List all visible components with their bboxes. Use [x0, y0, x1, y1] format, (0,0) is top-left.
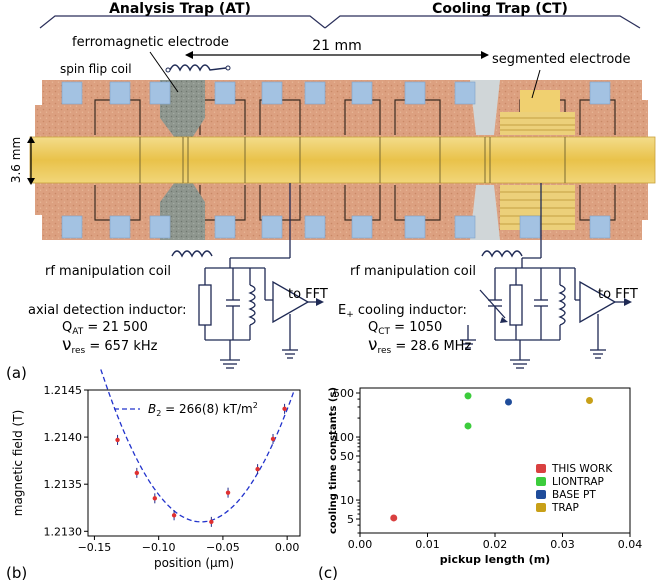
analysis-trap-title: Analysis Trap (AT): [109, 1, 251, 17]
data-point: [171, 513, 177, 518]
legend-swatch: [536, 490, 546, 499]
analysis-trap-bracket: [39, 15, 326, 29]
to-fft-left: to FFT: [288, 287, 328, 302]
legend-label: BASE PT: [552, 489, 596, 501]
y-tick-label: 5: [347, 513, 354, 526]
ferromagnetic-electrode-top: [160, 80, 205, 138]
data-point: [152, 496, 158, 501]
data-point: [464, 422, 472, 430]
y-tick-label: 10: [340, 494, 354, 507]
data-point: [255, 466, 260, 472]
legend-swatch: [536, 464, 546, 473]
electrode-gaps: [139, 137, 566, 183]
spin-flip-coil-icon: [169, 64, 227, 72]
q-ct-line: QCT = 1050: [368, 320, 442, 337]
trap-bore: [29, 136, 656, 184]
rf-coil-left-icon: [171, 250, 213, 258]
left-detection-circuit: [198, 183, 322, 369]
electrode-blocks: [61, 81, 611, 239]
spin-flip-terminal-left: [165, 67, 171, 73]
right-cooling-circuit: [460, 183, 630, 369]
segmented-label: segmented electrode: [492, 52, 631, 67]
spin-flip-label: spin flip coil: [60, 62, 132, 76]
x-tick-label: −0.15: [78, 541, 112, 554]
x-tick-label: −0.05: [206, 541, 240, 554]
y-tick-label: 100: [333, 431, 354, 444]
y-axis-label: magnetic field (T): [11, 410, 25, 517]
legend-label: TRAP: [551, 502, 579, 514]
y-tick-label: 1.2130: [44, 525, 83, 538]
x-tick-label: 0.00: [275, 541, 300, 554]
ferromagnetic-pointer: [149, 51, 179, 93]
y-tick-label: 1.2145: [44, 384, 83, 397]
panel-c: 0.00 0.01 0.02 0.03 0.04 5 10 50 100 500 pickup le…: [318, 387, 642, 582]
panel-a-label: (a): [6, 364, 27, 382]
diameter-label: 3.6 mm: [9, 137, 23, 183]
left-output-arrow: [316, 298, 324, 306]
segmented-pointer: [531, 69, 541, 99]
fit-curve: [100, 369, 295, 523]
x-tick-label: 0.00: [348, 538, 373, 551]
x-tick-label: 0.03: [550, 538, 575, 551]
x-axis-label: pickup length (m): [440, 553, 550, 566]
data-point: [134, 470, 140, 476]
plot-frame: [87, 389, 301, 537]
ct-ring-electrode-top: [470, 80, 500, 135]
data-point: [505, 398, 512, 406]
rf-coil-right-icon: [481, 250, 523, 258]
data-point: [270, 436, 276, 442]
panel-b-label: (b): [6, 564, 27, 582]
plot-frame: [359, 387, 631, 534]
data-point: [115, 437, 120, 443]
data-point: [225, 490, 231, 495]
legend-swatch: [536, 477, 546, 486]
x-axis-label: position (μm): [154, 556, 234, 570]
y-tick-label: 1.2140: [44, 431, 83, 444]
nu-at-line: νres = 657 kHz: [62, 335, 158, 356]
data-point: [209, 519, 214, 525]
ct-ring-electrode-bottom: [470, 185, 500, 240]
x-tick-label: −0.10: [142, 541, 176, 554]
axial-inductor-label: axial detection inductor:: [28, 303, 187, 318]
y-axis-label: cooling time constants (s): [328, 387, 339, 534]
panel-b: −0.15 −0.10 −0.05 0.00 1.2130 1.2135 1.2140 1.2…: [6, 369, 301, 582]
x-tick-label: 0.02: [483, 538, 508, 551]
panel-c-chart: 0.00 0.01 0.02 0.03 0.04 5 10 50 100 500 pickup le…: [328, 387, 642, 566]
legend-fit-label: B2 = 266(8) kT/m2: [148, 401, 258, 418]
legend-label: LIONTRAP: [552, 476, 604, 488]
panel-c-label: (c): [318, 564, 338, 582]
data-point: [586, 397, 593, 405]
legend-swatch: [536, 503, 546, 512]
cooling-trap-bracket: [324, 15, 641, 29]
right-output-arrow: [624, 298, 632, 306]
cooling-inductor-label: E+ cooling inductor:: [338, 303, 467, 320]
rf-coil-left-label: rf manipulation coil: [45, 264, 171, 279]
rf-coil-right-label: rf manipulation coil: [350, 264, 476, 279]
y-tick-label: 1.2135: [44, 478, 83, 491]
data-point: [464, 392, 472, 400]
cooling-trap-title: Cooling Trap (CT): [432, 1, 568, 17]
panel-a: Analysis Trap (AT) Cooling Trap (CT): [6, 1, 656, 382]
y-tick-label: 50: [340, 450, 354, 463]
distance-label: 21 mm: [312, 38, 362, 54]
x-tick-label: 0.04: [618, 538, 643, 551]
data-point: [390, 514, 398, 522]
x-tick-label: 0.01: [415, 538, 440, 551]
ferromagnetic-label: ferromagnetic electrode: [72, 35, 229, 50]
data-point: [282, 406, 287, 412]
nu-ct-line: νres = 28.6 MHz: [368, 335, 471, 356]
q-at-line: QAT = 21 500: [62, 320, 148, 337]
panel-b-chart: −0.15 −0.10 −0.05 0.00 1.2130 1.2135 1.2140 1.2…: [11, 369, 301, 570]
variable-capacitor-arrowhead: [500, 317, 508, 323]
legend-label: THIS WORK: [551, 463, 613, 475]
ferromagnetic-electrode-bottom: [160, 182, 205, 240]
to-fft-right: to FFT: [598, 287, 638, 302]
segmented-electrode: [500, 90, 575, 230]
y-tick-label: 500: [333, 387, 354, 400]
spin-flip-terminal-right: [225, 65, 231, 71]
